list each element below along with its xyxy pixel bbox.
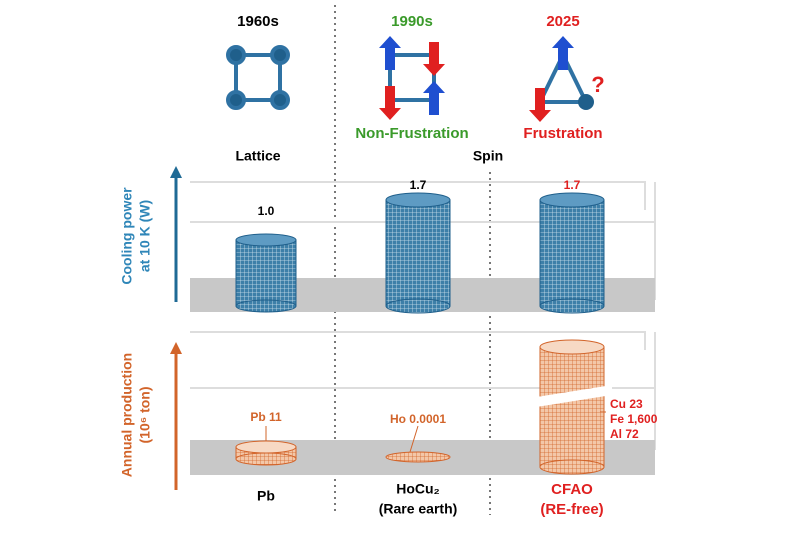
material: Pb [257,488,275,504]
svg-text:?: ? [591,72,604,97]
material: CFAO [551,481,593,498]
axis-label-line: Annual production [119,353,135,477]
value-label: 1.0 [258,204,275,218]
axis-label-line: at 10 K (W) [137,200,153,272]
texts: 1960s 1990s 2025 Non-Frustration Frustra… [119,13,658,518]
value-label: 1.7 [564,178,581,192]
category: Lattice [235,148,280,164]
cfao-labels: Cu 23 Fe 1,600 Al 72 [610,397,658,441]
axis-label: Cooling power at 10 K (W) [119,187,153,285]
material-note: (RE-free) [540,501,603,518]
cylinder [235,192,605,314]
value-label: Ho 0.0001 [390,412,446,426]
triangle-icon: ? [529,36,605,122]
era: 1960s [237,13,279,30]
material-note: (Rare earth) [379,501,458,517]
arrow [170,342,182,354]
value-label: Al 72 [610,427,639,441]
value-label: Cu 23 [610,397,643,411]
arrow [170,166,182,178]
era: 2025 [546,13,579,30]
spin-icon [379,36,445,120]
caption: Frustration [523,125,602,142]
value-label: Pb 11 [250,410,282,424]
material: HoCu₂ [396,481,440,497]
category: Spin [473,148,503,164]
axis-label: Annual production (10⁶ ton) [119,353,153,477]
value-label: 1.7 [410,178,427,192]
cylinder [235,339,612,475]
value-label: Fe 1,600 [610,412,658,426]
axis-label-line: Cooling power [119,187,135,285]
era: 1990s [391,13,433,30]
lattice-icon [226,45,290,110]
leader [265,411,606,453]
layout: ? [170,5,656,515]
caption: Non-Frustration [355,125,468,142]
axis-label-line: (10⁶ ton) [137,387,153,444]
